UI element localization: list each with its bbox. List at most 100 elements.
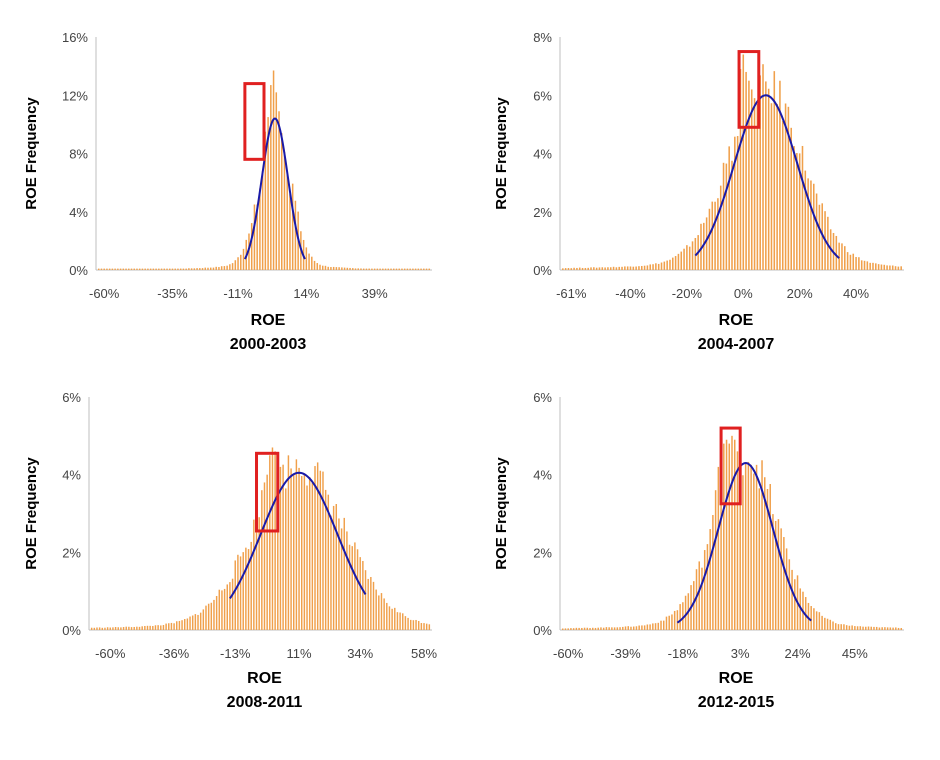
histogram-bar xyxy=(597,627,599,630)
histogram-bar xyxy=(154,625,157,630)
histogram-bar xyxy=(266,474,268,630)
histogram-bar xyxy=(695,569,698,630)
histogram-bar xyxy=(725,439,728,630)
histogram-bar xyxy=(300,476,303,630)
y-tick-label: 12% xyxy=(62,88,88,103)
histogram-bar xyxy=(662,620,665,630)
histogram-bar xyxy=(98,627,101,630)
histogram-bar xyxy=(306,485,308,630)
histogram-bar xyxy=(860,260,863,270)
histogram-bar xyxy=(844,246,846,270)
histogram-bar xyxy=(324,265,327,270)
histogram-bar xyxy=(229,582,231,630)
histogram-bar xyxy=(231,578,234,630)
histogram-bar xyxy=(848,625,851,630)
y-tick-label: 2% xyxy=(533,545,552,560)
histogram-bar xyxy=(253,204,256,270)
histogram-bar xyxy=(207,267,209,270)
histogram-bar xyxy=(731,435,733,630)
y-axis-title: ROE Frequency xyxy=(493,97,510,210)
histogram-bar xyxy=(818,612,821,630)
histogram-bar xyxy=(618,266,620,270)
x-tick-label: -11% xyxy=(223,286,253,301)
histogram-bar xyxy=(362,560,364,630)
histogram-bar xyxy=(138,268,141,270)
histogram-bar xyxy=(417,268,420,270)
histogram-bar xyxy=(202,609,205,630)
histogram-bar xyxy=(787,106,790,270)
histogram-bar xyxy=(393,268,395,270)
histogram-bar xyxy=(321,265,324,270)
histogram-bar xyxy=(688,246,691,270)
histogram-bar xyxy=(626,266,629,270)
period-title: 2008-2011 xyxy=(227,694,303,711)
histogram-bar xyxy=(303,474,306,630)
x-axis-title: ROE xyxy=(719,312,754,329)
histogram-bar xyxy=(311,482,314,630)
histogram-bar xyxy=(764,477,766,630)
histogram-bar xyxy=(264,131,267,270)
histogram-bar xyxy=(194,614,197,630)
histogram-bar xyxy=(641,625,643,630)
histogram-bar xyxy=(112,627,114,630)
histogram-bar xyxy=(863,260,866,270)
histogram-bar xyxy=(176,621,178,630)
histogram-bar xyxy=(190,268,193,270)
histogram-bar xyxy=(199,612,202,630)
panel-2000-2003: 0% 4% 8% 12% 16% -60% -35% -11% 14% 39% ROE Freque… xyxy=(23,30,432,353)
histogram-bar xyxy=(680,251,683,270)
x-tick-label: 14% xyxy=(293,286,319,301)
y-tick-label: 16% xyxy=(62,30,88,45)
histogram-bar xyxy=(627,626,630,630)
histogram-bar xyxy=(657,263,660,270)
x-tick-label: -36% xyxy=(159,646,190,661)
histogram-bar xyxy=(271,447,274,630)
histogram-bar xyxy=(327,494,330,630)
x-tick-label: 34% xyxy=(347,646,373,661)
histogram-bar xyxy=(717,198,719,270)
histogram-bar xyxy=(247,549,250,630)
x-tick-label: 58% xyxy=(411,646,437,661)
histogram-bar xyxy=(714,490,717,630)
histogram-bar xyxy=(630,626,632,630)
histogram-bar xyxy=(750,464,752,630)
histogram-bar xyxy=(146,625,149,630)
histogram-bar xyxy=(717,466,720,630)
histogram-bar xyxy=(382,268,384,270)
histogram-bar xyxy=(125,626,127,630)
histogram-bar xyxy=(608,627,610,630)
y-tick-label: 4% xyxy=(533,147,552,162)
histogram-bar xyxy=(895,627,897,630)
histogram-bar xyxy=(867,626,870,630)
period-title: 2004-2007 xyxy=(698,336,775,353)
histogram-bar xyxy=(275,92,278,271)
histogram-bar xyxy=(586,627,589,630)
x-axis-title: ROE xyxy=(251,312,286,329)
histogram-bar xyxy=(897,627,900,630)
y-tick-label: 8% xyxy=(533,30,552,45)
histogram-bar xyxy=(564,268,567,270)
histogram-bar xyxy=(616,627,619,630)
histogram-bar xyxy=(191,615,194,630)
histogram-bar xyxy=(178,620,181,630)
histogram-bar xyxy=(840,624,842,630)
histogram-bar xyxy=(679,604,681,630)
histogram-bar xyxy=(293,474,295,630)
histogram-bar xyxy=(417,620,420,630)
histogram-bar xyxy=(576,267,578,270)
histogram-bar xyxy=(635,266,637,270)
histogram-bar xyxy=(877,264,880,270)
histogram-bar xyxy=(755,464,758,630)
histogram-bar xyxy=(104,627,106,630)
histogram-bar xyxy=(245,547,247,630)
histogram-bar xyxy=(660,262,663,270)
histogram-bar xyxy=(166,268,168,270)
histogram-bar xyxy=(346,531,348,630)
histogram-bar xyxy=(349,267,351,270)
histogram-bar xyxy=(96,627,98,630)
histogram-bar xyxy=(638,266,640,270)
histogram-bar xyxy=(125,268,127,270)
y-tick-label: 4% xyxy=(69,205,88,220)
histogram-bar xyxy=(376,268,379,270)
histogram-bar xyxy=(398,268,400,270)
